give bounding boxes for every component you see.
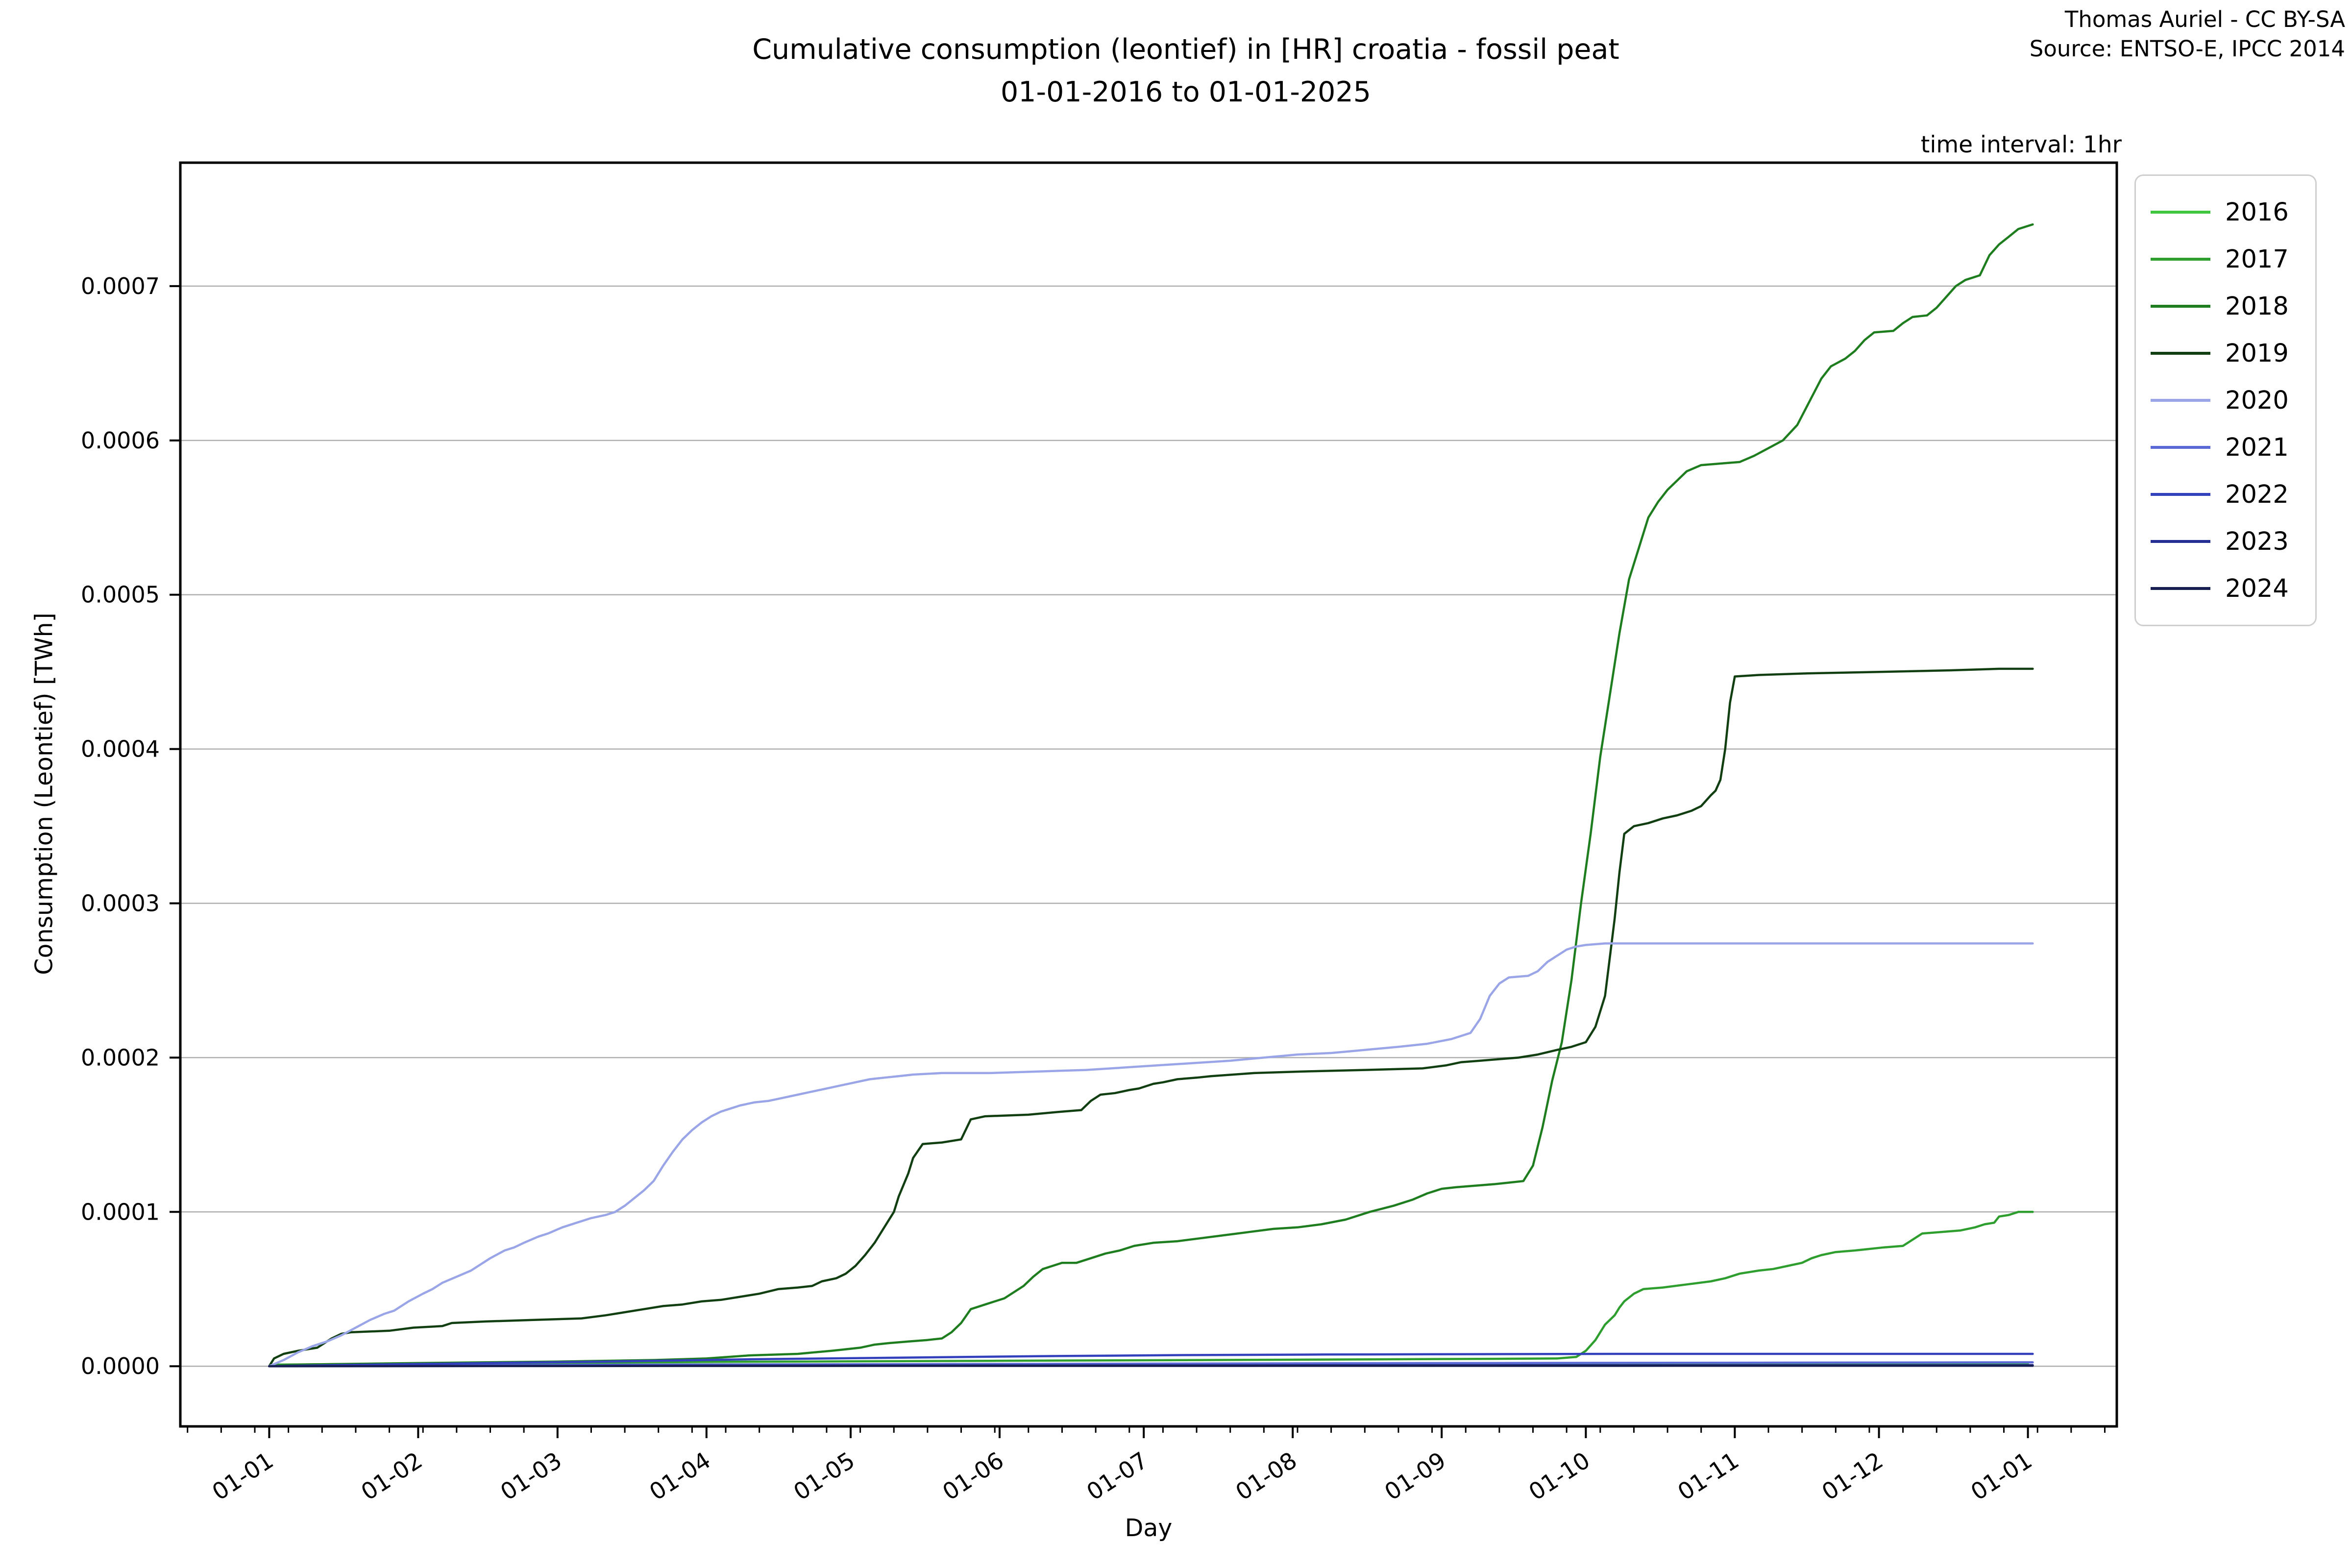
legend-label-2017: 2017 bbox=[2225, 245, 2289, 274]
x-tick-label: 01-11 bbox=[1673, 1447, 1743, 1506]
series-line-2019 bbox=[268, 667, 2034, 1368]
time-interval-note: time interval: 1hr bbox=[1920, 131, 2122, 158]
x-tick-label: 01-07 bbox=[1082, 1447, 1152, 1506]
y-tick-label: 0.0007 bbox=[81, 273, 160, 299]
legend-item-2019: 2019 bbox=[2151, 330, 2305, 377]
y-tick-label: 0.0006 bbox=[81, 427, 160, 454]
legend-item-2024: 2024 bbox=[2151, 565, 2305, 612]
legend-swatch-2022 bbox=[2151, 493, 2210, 496]
legend-label-2021: 2021 bbox=[2225, 433, 2289, 462]
attribution-source: Source: ENTSO-E, IPCC 2014 bbox=[2029, 35, 2345, 62]
legend-item-2020: 2020 bbox=[2151, 377, 2305, 424]
series-line-2017 bbox=[268, 1211, 2034, 1368]
x-tick-label: 01-03 bbox=[496, 1447, 566, 1506]
series-line-2018 bbox=[268, 223, 2034, 1368]
legend-item-2023: 2023 bbox=[2151, 518, 2305, 565]
x-tick-label: 01-02 bbox=[356, 1447, 427, 1506]
axes-spines bbox=[179, 161, 2118, 1428]
x-tick-label: 01-06 bbox=[938, 1447, 1008, 1506]
x-tick-label: 01-01 bbox=[207, 1447, 278, 1506]
attribution: Thomas Auriel - CC BY-SA Source: ENTSO-E… bbox=[2030, 5, 2345, 64]
legend-swatch-2021 bbox=[2151, 446, 2210, 449]
legend-label-2024: 2024 bbox=[2225, 574, 2289, 603]
series-line-2020 bbox=[268, 942, 2034, 1368]
page-title: Cumulative consumption (leontief) in [HR… bbox=[206, 28, 2166, 113]
y-tick-label: 0.0004 bbox=[81, 736, 160, 762]
legend-label-2020: 2020 bbox=[2225, 386, 2289, 415]
legend-swatch-2024 bbox=[2151, 587, 2210, 590]
y-tick-label: 0.0002 bbox=[81, 1044, 160, 1071]
legend-label-2023: 2023 bbox=[2225, 527, 2289, 556]
chart-title-line2: 01-01-2016 to 01-01-2025 bbox=[1001, 75, 1371, 108]
legend-item-2018: 2018 bbox=[2151, 283, 2305, 330]
x-tick-label: 01-09 bbox=[1380, 1447, 1450, 1506]
legend-label-2019: 2019 bbox=[2225, 339, 2289, 368]
legend-swatch-2019 bbox=[2151, 352, 2210, 355]
y-tick-label: 0.0001 bbox=[81, 1199, 160, 1225]
series-line-2022 bbox=[268, 1352, 2034, 1368]
chart-title-line1: Cumulative consumption (leontief) in [HR… bbox=[752, 33, 1619, 66]
legend: 2016 2017 2018 2019 2020 2021 2022 2023 2024 bbox=[2134, 174, 2317, 626]
legend-label-2018: 2018 bbox=[2225, 292, 2289, 321]
legend-item-2022: 2022 bbox=[2151, 471, 2305, 518]
y-tick-label: 0.0000 bbox=[81, 1353, 160, 1379]
x-axis-label: Day bbox=[1125, 1514, 1173, 1542]
legend-label-2022: 2022 bbox=[2225, 480, 2289, 509]
legend-swatch-2017 bbox=[2151, 258, 2210, 261]
x-tick-label: 01-05 bbox=[789, 1447, 859, 1506]
x-tick-label: 01-10 bbox=[1524, 1447, 1594, 1506]
legend-swatch-2020 bbox=[2151, 399, 2210, 402]
legend-swatch-2023 bbox=[2151, 540, 2210, 543]
x-tick-label: 01-04 bbox=[645, 1447, 715, 1506]
attribution-author: Thomas Auriel - CC BY-SA bbox=[2064, 6, 2345, 32]
legend-swatch-2018 bbox=[2151, 305, 2210, 308]
x-tick-label: 01-01 bbox=[1966, 1447, 2037, 1506]
y-tick-label: 0.0005 bbox=[81, 582, 160, 608]
legend-swatch-2016 bbox=[2151, 211, 2210, 214]
y-axis-label: Consumption (Leontief) [TWh] bbox=[30, 612, 58, 975]
x-tick-label: 01-12 bbox=[1817, 1447, 1888, 1506]
legend-item-2016: 2016 bbox=[2151, 189, 2305, 236]
legend-item-2017: 2017 bbox=[2151, 236, 2305, 283]
y-tick-label: 0.0003 bbox=[81, 890, 160, 917]
x-tick-label: 01-08 bbox=[1231, 1447, 1301, 1506]
legend-label-2016: 2016 bbox=[2225, 197, 2289, 227]
legend-item-2021: 2021 bbox=[2151, 424, 2305, 471]
